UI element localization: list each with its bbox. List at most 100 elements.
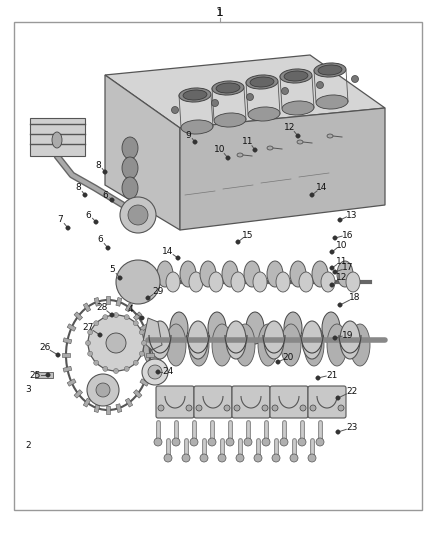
Circle shape bbox=[154, 438, 162, 446]
Ellipse shape bbox=[212, 324, 232, 366]
Text: 6: 6 bbox=[97, 236, 103, 245]
Circle shape bbox=[218, 454, 226, 462]
Text: 8: 8 bbox=[75, 183, 81, 192]
Ellipse shape bbox=[346, 272, 360, 292]
Text: 16: 16 bbox=[342, 230, 354, 239]
Circle shape bbox=[296, 134, 300, 138]
Circle shape bbox=[224, 405, 230, 411]
Ellipse shape bbox=[312, 261, 328, 287]
Circle shape bbox=[193, 140, 197, 144]
Circle shape bbox=[272, 405, 278, 411]
Text: 24: 24 bbox=[162, 367, 173, 376]
Text: 1: 1 bbox=[217, 9, 223, 18]
Circle shape bbox=[308, 454, 316, 462]
Circle shape bbox=[336, 396, 340, 400]
Circle shape bbox=[120, 197, 156, 233]
Circle shape bbox=[262, 438, 270, 446]
Circle shape bbox=[190, 438, 198, 446]
Ellipse shape bbox=[290, 261, 306, 287]
Circle shape bbox=[96, 383, 110, 397]
Circle shape bbox=[176, 256, 180, 260]
Circle shape bbox=[128, 205, 148, 225]
Ellipse shape bbox=[250, 77, 274, 87]
Circle shape bbox=[290, 454, 298, 462]
Circle shape bbox=[262, 405, 268, 411]
Circle shape bbox=[212, 100, 219, 107]
Circle shape bbox=[316, 376, 320, 380]
Ellipse shape bbox=[188, 321, 208, 359]
Bar bbox=[94, 403, 100, 413]
Bar bbox=[116, 297, 122, 306]
Ellipse shape bbox=[179, 88, 211, 102]
Ellipse shape bbox=[222, 261, 238, 287]
Ellipse shape bbox=[327, 134, 333, 138]
Ellipse shape bbox=[122, 157, 138, 179]
Text: 11: 11 bbox=[242, 138, 254, 147]
Text: 12: 12 bbox=[284, 124, 296, 133]
Circle shape bbox=[94, 360, 99, 365]
Ellipse shape bbox=[122, 177, 138, 199]
Circle shape bbox=[338, 303, 342, 307]
Circle shape bbox=[247, 93, 254, 101]
Ellipse shape bbox=[280, 69, 312, 83]
Circle shape bbox=[139, 351, 145, 356]
Circle shape bbox=[140, 316, 144, 320]
Circle shape bbox=[113, 368, 119, 374]
Ellipse shape bbox=[52, 132, 62, 148]
Ellipse shape bbox=[297, 140, 303, 144]
Ellipse shape bbox=[258, 324, 278, 366]
Text: 23: 23 bbox=[346, 424, 358, 432]
Bar bbox=[125, 398, 133, 407]
Ellipse shape bbox=[318, 65, 342, 75]
Bar bbox=[62, 353, 70, 357]
Circle shape bbox=[226, 438, 234, 446]
Text: 14: 14 bbox=[162, 247, 174, 256]
Text: 15: 15 bbox=[242, 230, 254, 239]
Ellipse shape bbox=[282, 101, 314, 115]
Ellipse shape bbox=[183, 90, 207, 100]
Circle shape bbox=[118, 276, 122, 280]
Text: 21: 21 bbox=[326, 370, 338, 379]
Circle shape bbox=[310, 193, 314, 197]
Ellipse shape bbox=[267, 146, 273, 150]
Polygon shape bbox=[143, 318, 162, 350]
Circle shape bbox=[330, 283, 334, 287]
Ellipse shape bbox=[146, 272, 160, 292]
Ellipse shape bbox=[189, 324, 209, 366]
Circle shape bbox=[310, 405, 316, 411]
Circle shape bbox=[352, 76, 358, 83]
Ellipse shape bbox=[237, 153, 243, 157]
Text: 29: 29 bbox=[152, 287, 164, 296]
Bar bbox=[106, 406, 110, 414]
Ellipse shape bbox=[200, 261, 216, 287]
Circle shape bbox=[226, 156, 230, 160]
Polygon shape bbox=[105, 75, 180, 230]
Ellipse shape bbox=[267, 261, 283, 287]
Circle shape bbox=[282, 87, 289, 94]
Text: 14: 14 bbox=[316, 183, 328, 192]
Ellipse shape bbox=[181, 120, 213, 134]
Circle shape bbox=[46, 373, 50, 377]
Circle shape bbox=[56, 353, 60, 357]
Circle shape bbox=[330, 266, 334, 270]
Circle shape bbox=[88, 351, 92, 356]
Bar bbox=[106, 296, 110, 304]
Bar bbox=[74, 312, 82, 320]
Bar bbox=[30, 118, 85, 156]
Circle shape bbox=[87, 374, 119, 406]
Bar bbox=[125, 303, 133, 312]
Circle shape bbox=[88, 330, 92, 335]
Circle shape bbox=[298, 438, 306, 446]
Text: 10: 10 bbox=[214, 146, 226, 155]
Text: 18: 18 bbox=[349, 294, 361, 303]
Circle shape bbox=[83, 193, 87, 197]
Ellipse shape bbox=[304, 324, 324, 366]
Circle shape bbox=[234, 405, 240, 411]
Circle shape bbox=[336, 430, 340, 434]
Text: 6: 6 bbox=[102, 190, 108, 199]
Text: 13: 13 bbox=[346, 211, 358, 220]
Bar bbox=[63, 338, 72, 344]
Circle shape bbox=[338, 218, 342, 222]
Polygon shape bbox=[180, 108, 385, 230]
Circle shape bbox=[110, 313, 114, 317]
